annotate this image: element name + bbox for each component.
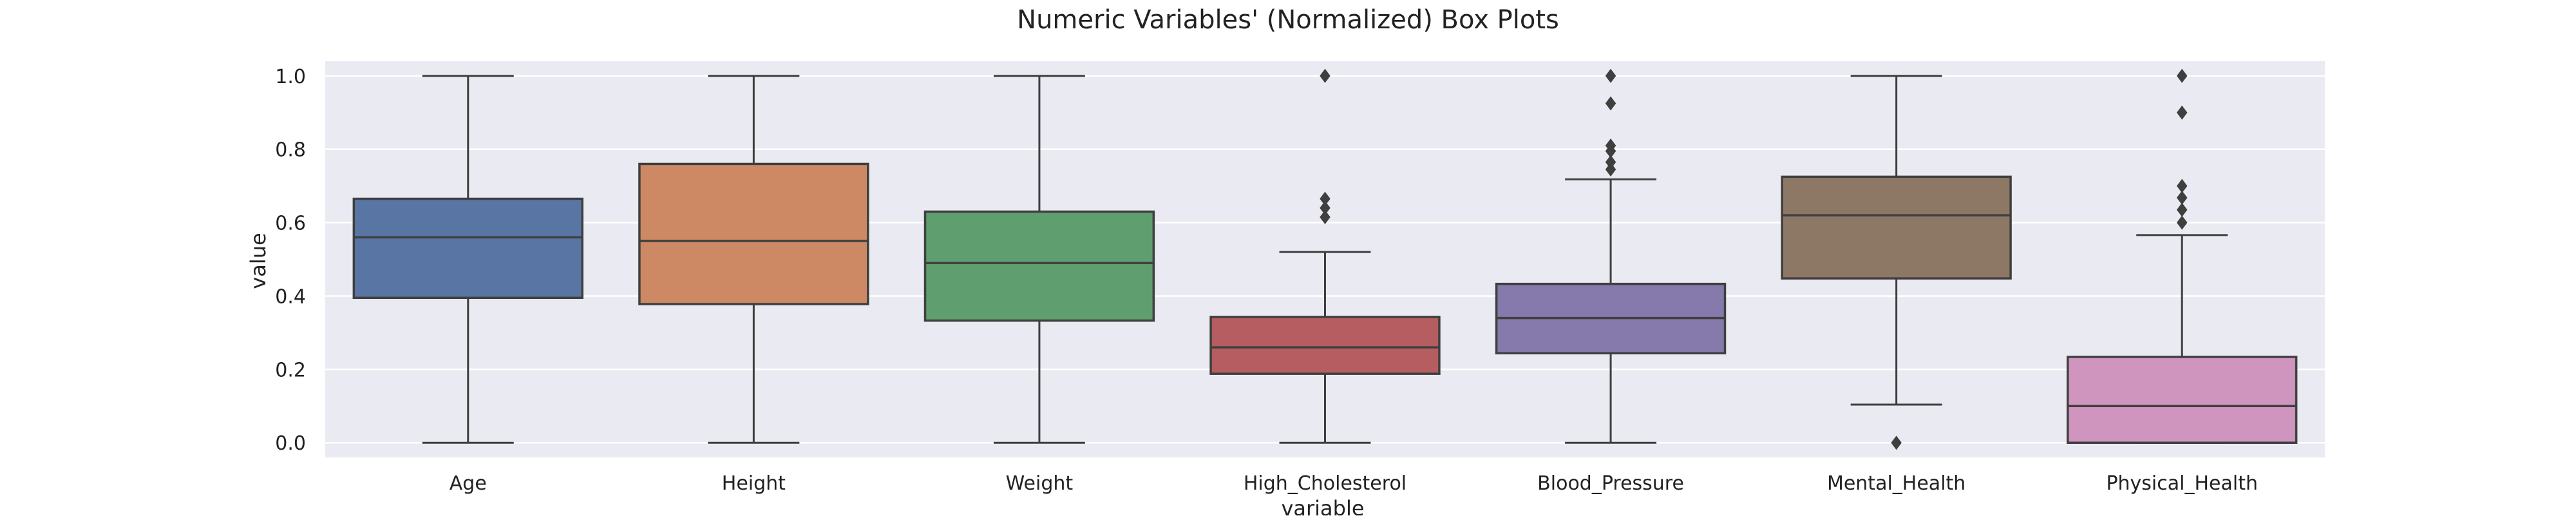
outlier-point bbox=[1320, 68, 1331, 83]
outlier-point bbox=[1320, 200, 1331, 215]
outlier-point bbox=[1605, 138, 1616, 153]
x-tick-label: Height bbox=[722, 472, 786, 495]
box-group bbox=[2067, 68, 2298, 444]
y-axis-label: value bbox=[246, 233, 270, 289]
y-tick-label: 0.2 bbox=[275, 359, 306, 381]
x-tick-label: Mental_Health bbox=[1827, 472, 1965, 495]
x-axis-label: variable bbox=[1281, 496, 1364, 515]
x-tick-label: Weight bbox=[1006, 472, 1074, 495]
outlier-point bbox=[1320, 210, 1331, 225]
outlier-point bbox=[1605, 96, 1616, 111]
box-group bbox=[638, 75, 869, 444]
box-iqr bbox=[1209, 316, 1441, 375]
y-tick-label: 0.4 bbox=[275, 285, 306, 308]
outlier-point bbox=[2176, 215, 2188, 230]
x-tick-labels: Age Height Weight High_Cholesterol Blood_Pre… bbox=[450, 472, 2258, 495]
x-tick-label: Age bbox=[450, 472, 487, 495]
outlier-point bbox=[1605, 162, 1616, 177]
box-group bbox=[352, 75, 583, 444]
box-group bbox=[1781, 75, 2012, 450]
y-tick-label: 0.8 bbox=[275, 139, 306, 162]
outlier-point bbox=[1891, 436, 1902, 450]
y-tick-labels: 0.0 0.2 0.4 0.6 0.8 1.0 bbox=[275, 66, 306, 455]
box-iqr bbox=[1781, 175, 2012, 280]
outlier-point bbox=[2176, 68, 2188, 83]
y-tick-label: 0.6 bbox=[275, 213, 306, 235]
y-tick-label: 1.0 bbox=[275, 66, 306, 88]
x-tick-label: Physical_Health bbox=[2106, 472, 2258, 495]
outlier-point bbox=[1605, 155, 1616, 169]
box-group bbox=[1209, 68, 1441, 444]
outlier-point bbox=[1320, 191, 1331, 206]
box-iqr bbox=[352, 197, 583, 300]
outlier-point bbox=[2176, 178, 2188, 193]
box-layer bbox=[352, 68, 2298, 450]
box-iqr bbox=[2067, 356, 2298, 444]
box-iqr bbox=[638, 162, 869, 305]
outlier-point bbox=[1605, 68, 1616, 83]
x-tick-label: Blood_Pressure bbox=[1537, 472, 1684, 495]
box-iqr bbox=[923, 210, 1155, 322]
x-tick-label: High_Cholesterol bbox=[1244, 472, 1406, 495]
outlier-point bbox=[2176, 190, 2188, 205]
box-group bbox=[1495, 68, 1727, 444]
y-tick-label: 0.0 bbox=[275, 432, 306, 455]
box-group bbox=[923, 75, 1155, 444]
outlier-point bbox=[2176, 202, 2188, 217]
outlier-point bbox=[2176, 105, 2188, 120]
chart-title: Numeric Variables' (Normalized) Box Plot… bbox=[1017, 5, 1559, 35]
